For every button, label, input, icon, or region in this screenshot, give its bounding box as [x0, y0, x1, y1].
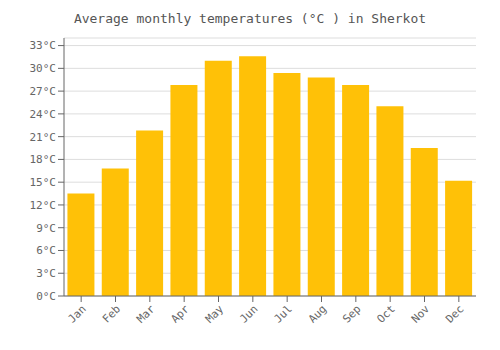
- svg-text:Oct: Oct: [375, 302, 398, 325]
- svg-text:Jul: Jul: [272, 302, 295, 325]
- svg-text:33°C: 33°C: [30, 39, 57, 52]
- svg-text:3°C: 3°C: [36, 267, 56, 280]
- svg-text:27°C: 27°C: [30, 85, 57, 98]
- svg-text:6°C: 6°C: [36, 244, 56, 257]
- svg-text:12°C: 12°C: [30, 199, 57, 212]
- svg-text:Dec: Dec: [443, 302, 466, 325]
- svg-text:Aug: Aug: [306, 302, 329, 325]
- svg-text:Mar: Mar: [134, 302, 158, 326]
- svg-text:0°C: 0°C: [36, 290, 56, 303]
- svg-text:Nov: Nov: [409, 302, 433, 326]
- svg-text:24°C: 24°C: [30, 108, 57, 121]
- svg-text:Feb: Feb: [100, 302, 123, 325]
- svg-text:15°C: 15°C: [30, 176, 57, 189]
- html-text:Average monthly temperatures (: Average monthly temperatures (°C ) in Sh…: [73, 11, 427, 26]
- svg-text:May: May: [203, 302, 227, 326]
- svg-text:Jun: Jun: [237, 302, 260, 325]
- svg-text:18°C: 18°C: [30, 153, 57, 166]
- svg-text:Sep: Sep: [340, 302, 363, 325]
- svg-text:Apr: Apr: [169, 302, 193, 326]
- svg-text:21°C: 21°C: [30, 131, 57, 144]
- svg-text:Jan: Jan: [66, 302, 89, 325]
- svg-text:9°C: 9°C: [36, 222, 56, 235]
- svg-text:30°C: 30°C: [30, 62, 57, 75]
